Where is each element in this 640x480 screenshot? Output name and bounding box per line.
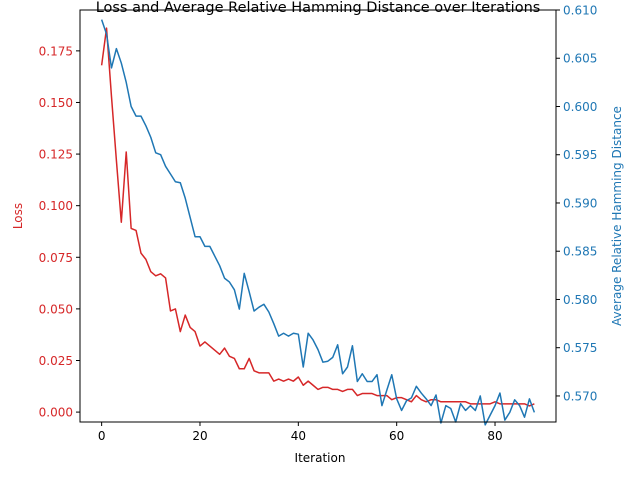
- left-y-tick-label: 0.150: [39, 96, 73, 110]
- right-y-axis-label: Average Relative Hamming Distance: [610, 106, 624, 326]
- x-tick-label: 20: [192, 429, 207, 443]
- right-y-tick-label: 0.590: [563, 196, 597, 210]
- right-y-tick-label: 0.595: [563, 148, 597, 162]
- right-y-tick-label: 0.605: [563, 52, 597, 66]
- series-layer: [100, 19, 536, 426]
- right-y-tick-label: 0.600: [563, 100, 597, 114]
- left-y-tick-label: 0.025: [39, 354, 73, 368]
- left-y-axis-ticks: 0.000 0.025 0.050 0.075 0.100 0.125 0.150 0.175: [39, 44, 80, 420]
- right-y-tick-label: 0.570: [563, 389, 597, 403]
- right-y-tick-label: 0.580: [563, 293, 597, 307]
- left-y-tick-label: 0.100: [39, 199, 73, 213]
- left-y-tick-label: 0.075: [39, 251, 73, 265]
- left-y-tick-label: 0.175: [39, 44, 73, 58]
- plot-frame: [79, 9, 557, 423]
- x-tick-label: 0: [98, 429, 106, 443]
- right-y-axis-ticks: 0.570 0.575 0.580 0.585 0.590 0.595 0.600 0.605…: [556, 4, 597, 403]
- right-y-tick-label: 0.610: [563, 4, 597, 18]
- x-tick-label: 60: [389, 429, 404, 443]
- right-y-tick-label: 0.575: [563, 341, 597, 355]
- hamming-series-line: [100, 19, 536, 426]
- x-tick-label: 40: [291, 429, 306, 443]
- plot-area: [80, 10, 556, 422]
- x-axis-ticks: 0 20 40 60 80: [98, 422, 503, 443]
- right-y-tick-label: 0.585: [563, 245, 597, 259]
- left-y-axis-label: Loss: [11, 203, 25, 229]
- x-tick-label: 80: [487, 429, 502, 443]
- left-y-tick-label: 0.125: [39, 148, 73, 162]
- loss-series-line: [100, 27, 535, 407]
- chart-title: Loss and Average Relative Hamming Distan…: [96, 0, 541, 16]
- left-y-tick-label: 0.000: [39, 406, 73, 420]
- left-y-tick-label: 0.050: [39, 302, 73, 316]
- x-axis-label: Iteration: [295, 451, 346, 465]
